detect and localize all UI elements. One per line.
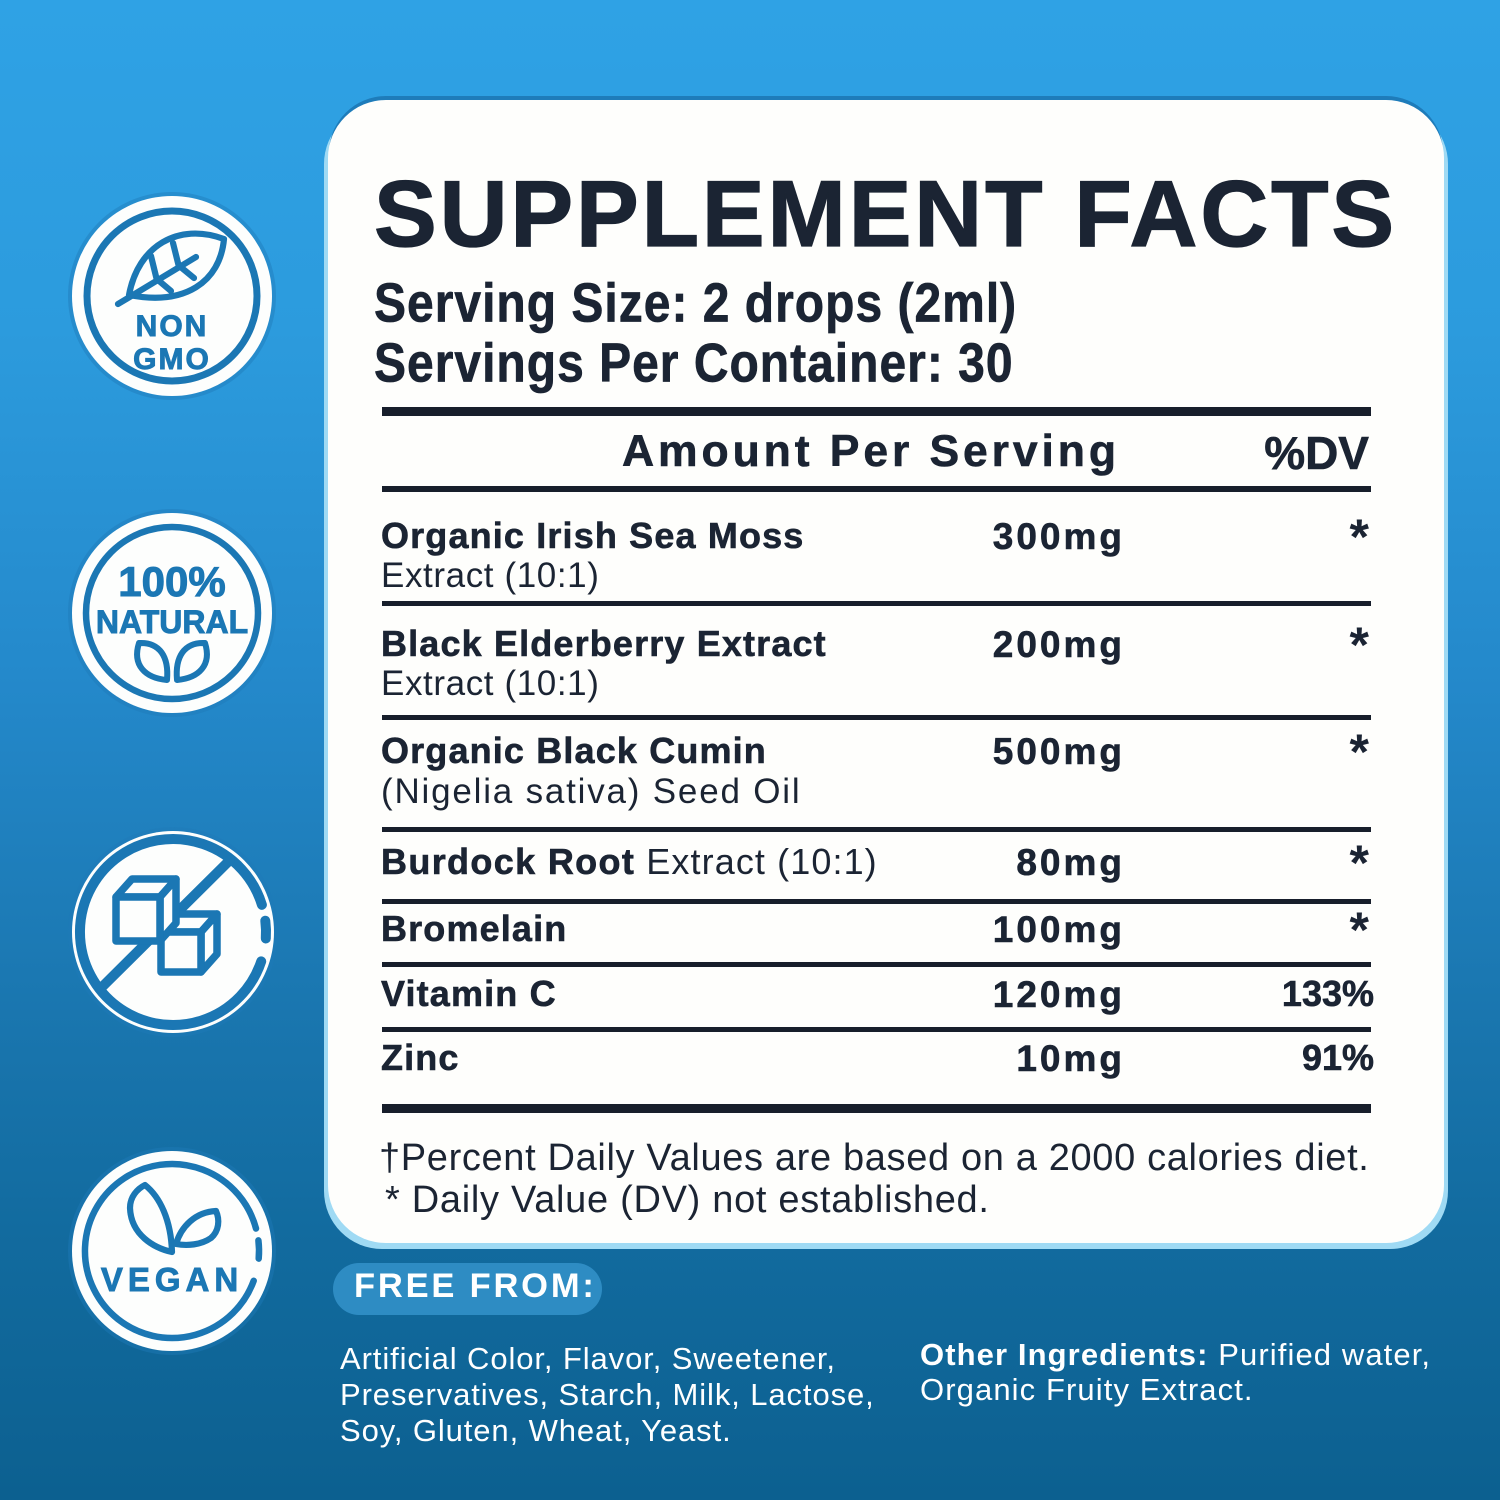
svg-text:NON: NON — [136, 310, 209, 343]
svg-text:GMO: GMO — [133, 343, 211, 376]
svg-text:100%: 100% — [118, 558, 225, 605]
svg-text:NATURAL: NATURAL — [96, 604, 248, 640]
svg-text:VEGAN: VEGAN — [101, 1261, 243, 1298]
